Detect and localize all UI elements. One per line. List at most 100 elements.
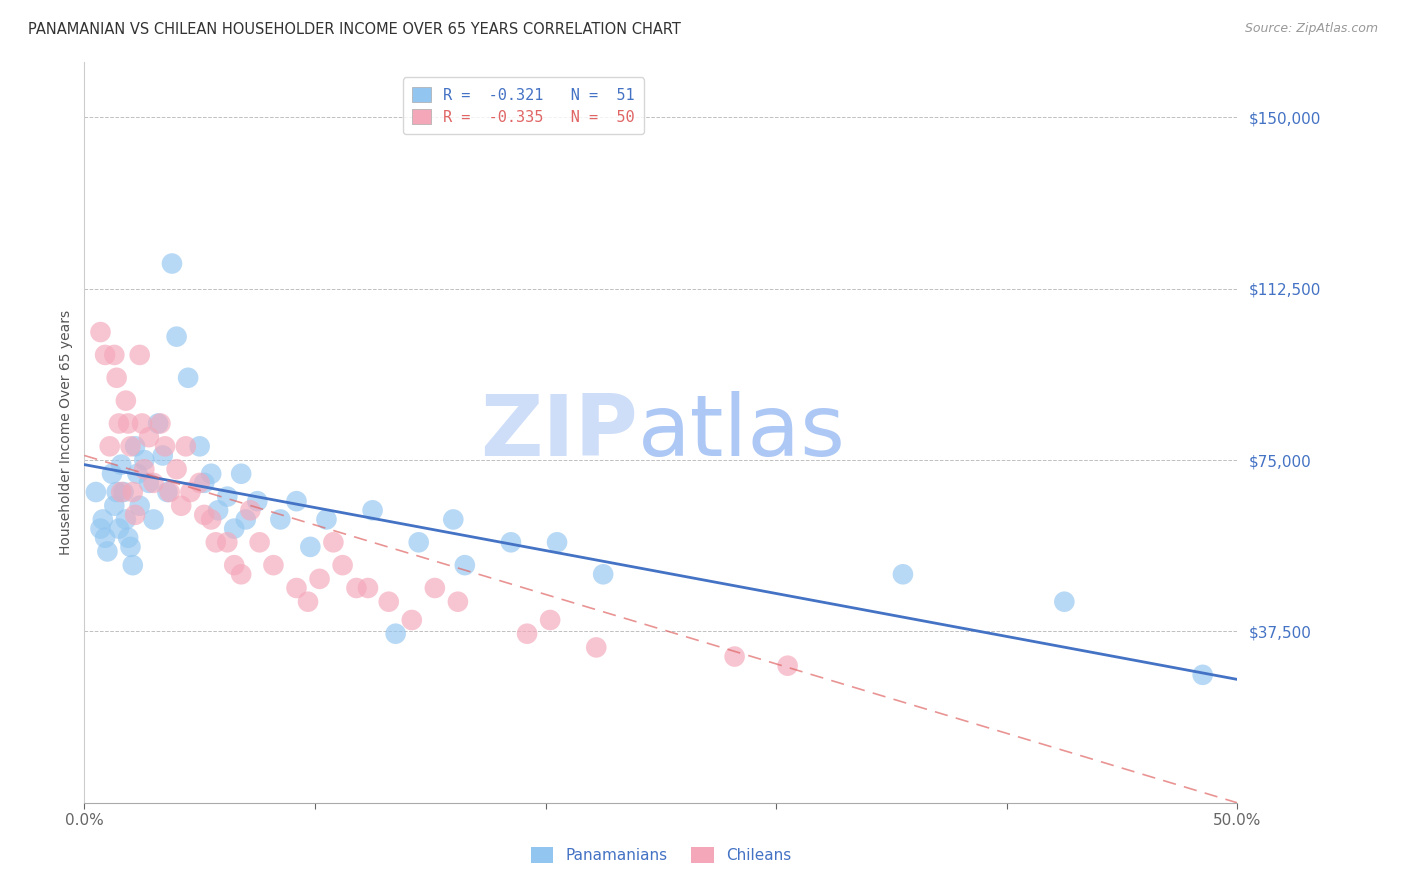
Point (217, 490, 239, 504)
Point (134, 462, 156, 476)
Point (127, 467, 149, 481)
Point (204, 535, 226, 549)
Point (346, 581, 368, 595)
Point (361, 503, 384, 517)
Point (156, 485, 179, 500)
Point (322, 535, 344, 549)
Point (121, 558, 143, 573)
Point (89, 522, 111, 536)
Point (224, 558, 246, 573)
Point (308, 572, 330, 586)
Point (207, 503, 229, 517)
Point (120, 540, 142, 554)
Point (108, 417, 131, 431)
Point (315, 512, 337, 526)
Point (231, 467, 253, 481)
Point (193, 508, 215, 522)
Point (217, 535, 239, 549)
Point (134, 453, 156, 467)
Point (776, 658, 799, 673)
Point (170, 499, 193, 513)
Point (246, 494, 269, 508)
Point (408, 535, 430, 549)
Point (120, 439, 142, 453)
Point (138, 475, 160, 490)
Point (516, 626, 538, 640)
Point (128, 499, 150, 513)
Point (585, 640, 607, 655)
Text: Source: ZipAtlas.com: Source: ZipAtlas.com (1244, 22, 1378, 36)
Point (384, 626, 406, 640)
Point (592, 567, 614, 582)
Point (1053, 595, 1076, 609)
Text: atlas: atlas (638, 391, 846, 475)
Point (332, 558, 354, 573)
Point (423, 581, 446, 595)
Point (193, 475, 215, 490)
Point (153, 439, 176, 453)
Text: PANAMANIAN VS CHILEAN HOUSEHOLDER INCOME OVER 65 YEARS CORRELATION CHART: PANAMANIAN VS CHILEAN HOUSEHOLDER INCOME… (28, 22, 681, 37)
Point (188, 439, 211, 453)
Point (269, 512, 291, 526)
Point (200, 467, 222, 481)
Point (105, 371, 128, 385)
Point (142, 512, 165, 526)
Point (174, 439, 197, 453)
Point (103, 348, 125, 362)
Point (546, 535, 568, 549)
Point (138, 430, 160, 444)
Point (94, 348, 117, 362)
Point (401, 613, 423, 627)
Point (891, 567, 914, 582)
Point (299, 540, 322, 554)
Point (285, 581, 308, 595)
Point (149, 417, 172, 431)
Point (177, 371, 200, 385)
Legend: Panamanians, Chileans: Panamanians, Chileans (524, 841, 797, 869)
Point (117, 531, 139, 545)
Point (117, 417, 139, 431)
Point (454, 558, 477, 573)
Point (89, 325, 111, 339)
Point (231, 567, 253, 582)
Point (115, 512, 138, 526)
Point (235, 512, 257, 526)
Point (159, 485, 181, 500)
Point (91, 512, 114, 526)
Point (166, 462, 188, 476)
Point (188, 475, 211, 490)
Point (84, 485, 107, 500)
Point (538, 613, 561, 627)
Point (152, 449, 174, 463)
Point (160, 256, 183, 270)
Point (262, 558, 284, 573)
Point (128, 348, 150, 362)
Point (98, 439, 121, 453)
Point (124, 439, 146, 453)
Point (131, 417, 153, 431)
Point (124, 508, 146, 522)
Y-axis label: Householder Income Over 65 years: Householder Income Over 65 years (59, 310, 73, 555)
Point (297, 595, 319, 609)
Point (723, 649, 745, 664)
Point (146, 417, 169, 431)
Point (166, 329, 188, 343)
Point (200, 512, 222, 526)
Point (110, 458, 132, 472)
Point (94, 531, 117, 545)
Point (112, 485, 135, 500)
Point (179, 485, 201, 500)
Point (447, 595, 470, 609)
Point (142, 475, 165, 490)
Point (285, 494, 308, 508)
Point (1191, 668, 1213, 682)
Point (499, 535, 522, 549)
Point (105, 485, 128, 500)
Point (103, 499, 125, 513)
Point (249, 535, 271, 549)
Point (377, 595, 399, 609)
Point (101, 467, 124, 481)
Point (121, 485, 143, 500)
Point (224, 522, 246, 536)
Point (357, 581, 380, 595)
